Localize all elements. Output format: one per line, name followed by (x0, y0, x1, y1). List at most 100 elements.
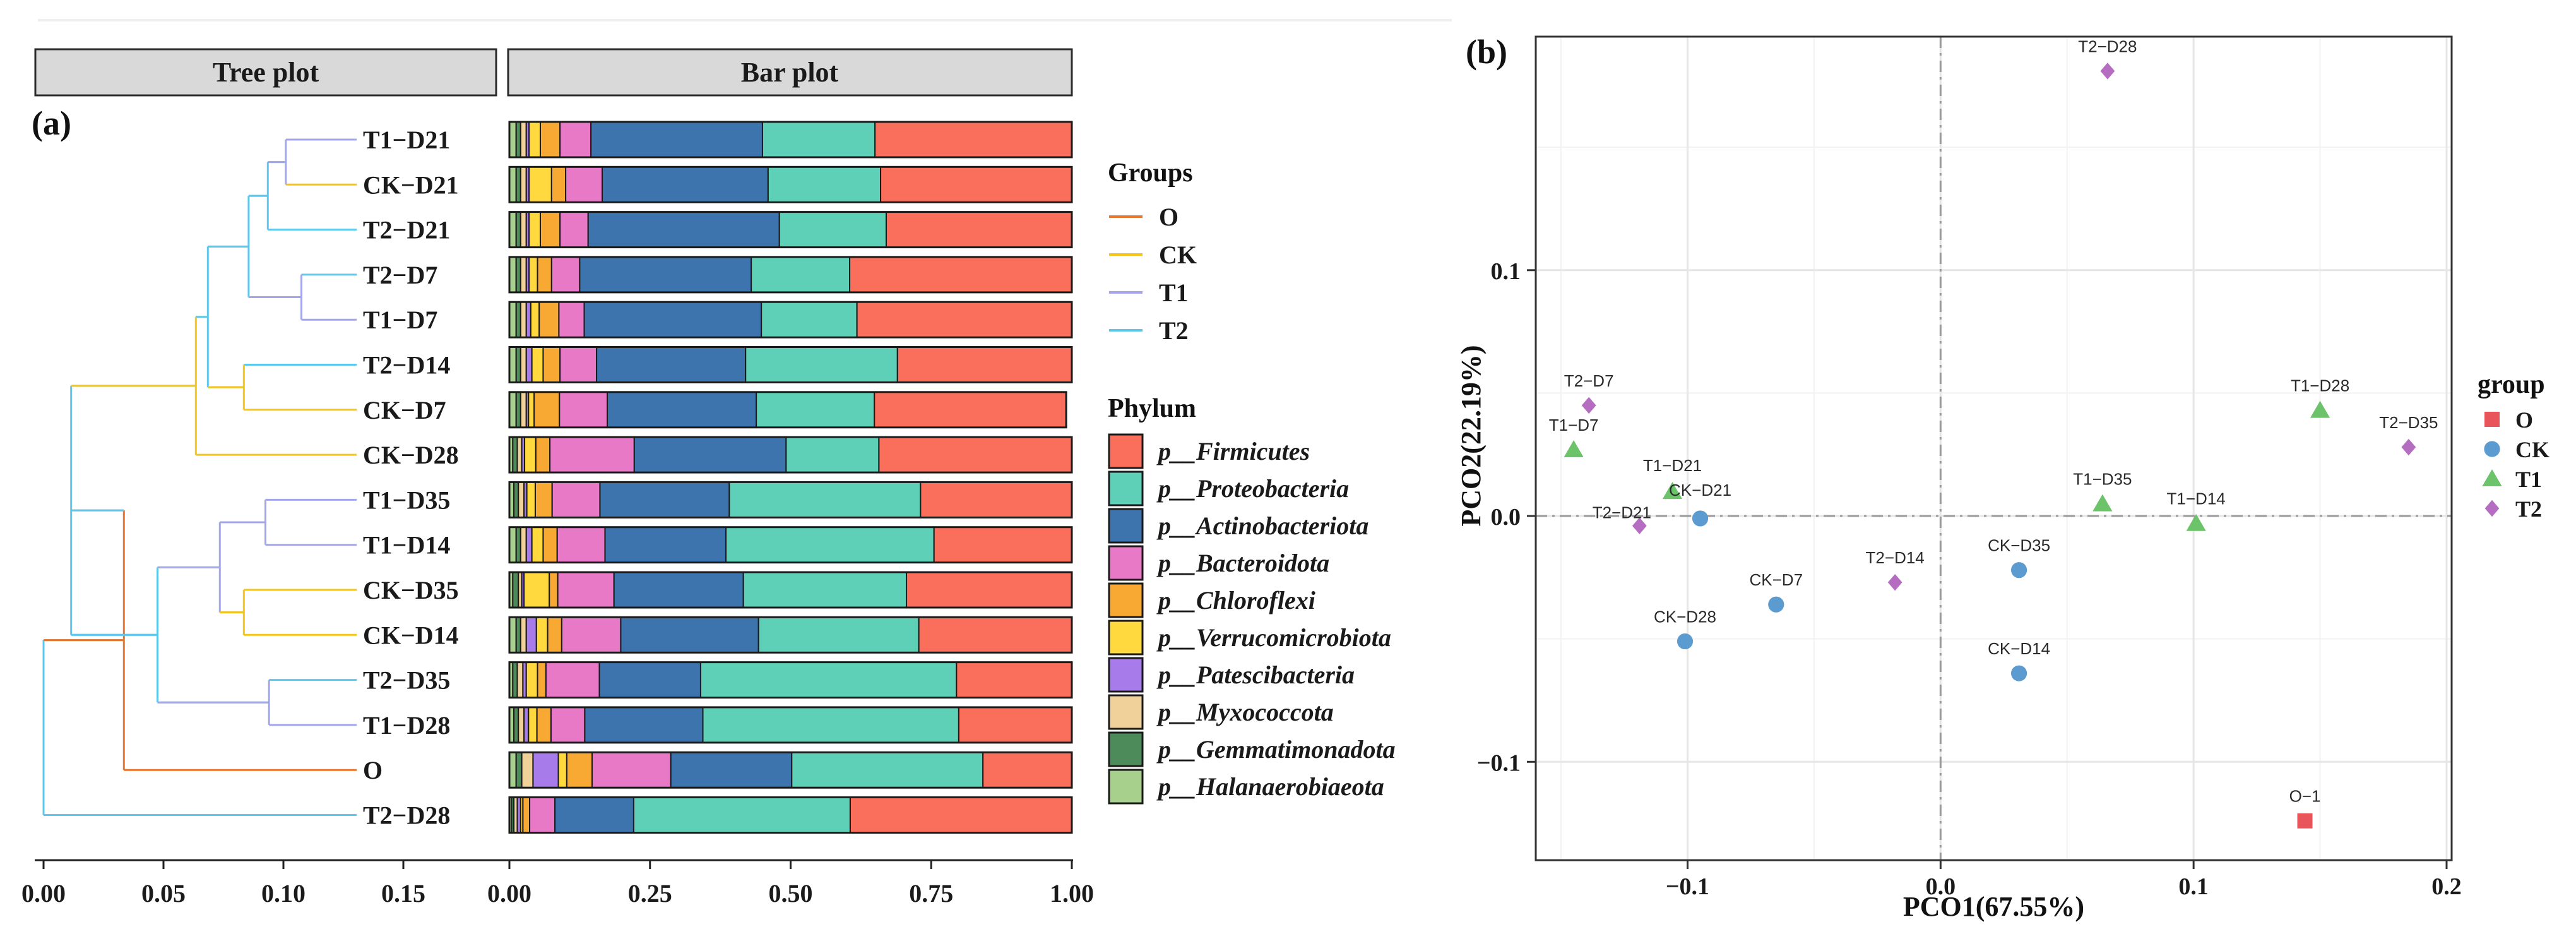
bar-segment-pmyxococcota (519, 346, 527, 383)
bar-segment-pchloroflexi (566, 752, 593, 789)
phylum-legend-label: p__Gemmatimonadota (1156, 735, 1396, 764)
pcoa-point-label: CK−D14 (1988, 639, 2050, 658)
bar-outline (508, 751, 1073, 789)
bar-segment-ppatescibacteria (532, 752, 559, 789)
bar-segment-pgemmatimonadota (512, 572, 519, 608)
bar-segment-pverrucomicrobiota (523, 572, 550, 608)
tree-axis-tick-label: 0.10 (261, 879, 306, 908)
bar-segment-pproteobacteria (751, 256, 851, 293)
bar-segment-pchloroflexi (534, 481, 553, 518)
tree-leaf-label: CK−D14 (363, 621, 459, 649)
bar-segment-pactinobacteriota (598, 661, 701, 698)
panel-a-label: (a) (32, 104, 71, 142)
bar-segment-pverrucomicrobiota (530, 301, 540, 339)
pcoa-point-ck (1768, 596, 1784, 613)
bar-segment-phalanaerobiaeota (509, 616, 517, 654)
bar-segment-pactinobacteriota (599, 481, 730, 518)
bar-segment-pverrucomicrobiota (528, 121, 542, 158)
panel-b-label: (b) (1466, 33, 1507, 71)
bar-segment-pfirmicutes (896, 346, 1073, 383)
bar-axis-tick-label: 0.75 (909, 879, 953, 908)
bar-outline (508, 571, 1073, 609)
bar-segment-pverrucomicrobiota (524, 436, 537, 474)
pcoa-point-ck (2010, 665, 2027, 681)
bar-segment-pverrucomicrobiota (528, 166, 552, 203)
bar-segment-pactinobacteriota (584, 706, 704, 743)
bar-segment-pmyxococcota (519, 256, 527, 293)
pcoa-point-ck (2010, 562, 2027, 578)
phylum-legend-swatch (1108, 769, 1144, 805)
tree-leaf-label: T2−D28 (363, 801, 450, 830)
bar-segment-pmyxococcota (519, 301, 527, 339)
pcoa-point-t1 (2310, 400, 2330, 418)
pcoa-point-label: T1−D28 (2291, 376, 2349, 395)
bar-segment-pbacteroidota (591, 752, 672, 789)
bar-segment-pgemmatimonadota (515, 391, 521, 428)
pcoa-point-label: T2−D7 (1564, 371, 1614, 390)
bar-segment-pbacteroidota (529, 796, 556, 834)
bar-segment-pgemmatimonadota (515, 616, 521, 654)
tree-leaf-label: T1−D35 (363, 486, 450, 514)
phylum-legend-label: p__Firmicutes (1156, 437, 1310, 465)
bar-outline (508, 526, 1073, 564)
group-legend-swatch (2484, 441, 2500, 457)
pcoa-point-label: T2−D14 (1866, 548, 1925, 567)
pcoa-point-label: CK−D35 (1988, 536, 2050, 555)
bar-segment-pverrucomicrobiota (528, 211, 542, 248)
tree-leaf-label: T1−D7 (363, 306, 437, 334)
pcoa-point-label: T1−D14 (2167, 489, 2226, 508)
pcoa-point-label: T1−D35 (2073, 470, 2132, 489)
bar-segment-pmyxococcota (519, 616, 527, 654)
phylum-legend-swatch (1108, 508, 1144, 544)
bar-segment-pfirmicutes (918, 616, 1072, 654)
pcoa-point-t2 (2401, 438, 2416, 456)
pcoa-point-label: CK−D7 (1750, 570, 1803, 589)
pcoa-y-tick-label: −0.1 (1477, 750, 1521, 776)
bar-segment-pfirmicutes (878, 436, 1072, 474)
bar-segment-pfirmicutes (933, 526, 1072, 563)
bar-segment-phalanaerobiaeota (509, 391, 517, 428)
phylum-legend-swatch (1108, 433, 1144, 469)
bar-segment-pchloroflexi (549, 572, 559, 608)
groups-legend-label: T2 (1159, 316, 1189, 345)
bar-segment-pbacteroidota (550, 256, 581, 293)
phylum-legend-label: p__Myxococcota (1156, 698, 1334, 726)
bar-segment-pfirmicutes (920, 481, 1073, 518)
bar-segment-pactinobacteriota (602, 166, 769, 203)
bar-outline (508, 616, 1073, 654)
bar-segment-pproteobacteria (632, 796, 851, 834)
groups-legend-label: T1 (1159, 279, 1189, 307)
bar-segment-pproteobacteria (757, 616, 920, 654)
bar-segment-pbacteroidota (559, 211, 589, 248)
pcoa-x-axis-label: PCO1(67.55%) (1903, 891, 2084, 922)
pcoa-point-t1 (2092, 494, 2113, 512)
bar-segment-pbacteroidota (545, 661, 600, 698)
bar-segment-phalanaerobiaeota (509, 211, 517, 248)
bar-segment-pmyxococcota (516, 436, 523, 474)
tree-leaf-label: T2−D7 (363, 261, 437, 289)
groups-legend-label: O (1159, 203, 1178, 231)
tree-leaf-label: CK−D35 (363, 576, 459, 604)
pcoa-x-tick-label: −0.1 (1666, 873, 1709, 900)
bar-segment-pactinobacteriota (670, 752, 793, 789)
bar-segment-pmyxococcota (518, 706, 525, 743)
bar-segment-pchloroflexi (542, 526, 558, 563)
bar-segment-pverrucomicrobiota (528, 706, 538, 743)
bar-segment-pgemmatimonadota (512, 436, 518, 474)
groups-legend: Groups O CK T1 T2 (1108, 159, 1197, 345)
bar-segment-pproteobacteria (761, 301, 858, 339)
bar-segment-pchloroflexi (547, 616, 562, 654)
bar-segment-phalanaerobiaeota (509, 346, 517, 383)
bar-segment-pactinobacteriota (587, 211, 780, 248)
bar-segment-pproteobacteria (761, 121, 876, 158)
bar-segment-phalanaerobiaeota (509, 166, 517, 203)
bar-segment-pgemmatimonadota (513, 706, 519, 743)
pcoa-plot-frame (1534, 35, 2453, 861)
bar-segment-pgemmatimonadota (512, 661, 518, 698)
stacked-bar-chart (508, 121, 1073, 834)
phylum-legend-label: p__Actinobacteriota (1156, 512, 1368, 540)
pcoa-y-axis-label: PCO2(22.19%) (1456, 345, 1487, 526)
tree-axis-tick-label: 0.15 (381, 879, 425, 908)
bar-segment-pfirmicutes (874, 121, 1073, 158)
